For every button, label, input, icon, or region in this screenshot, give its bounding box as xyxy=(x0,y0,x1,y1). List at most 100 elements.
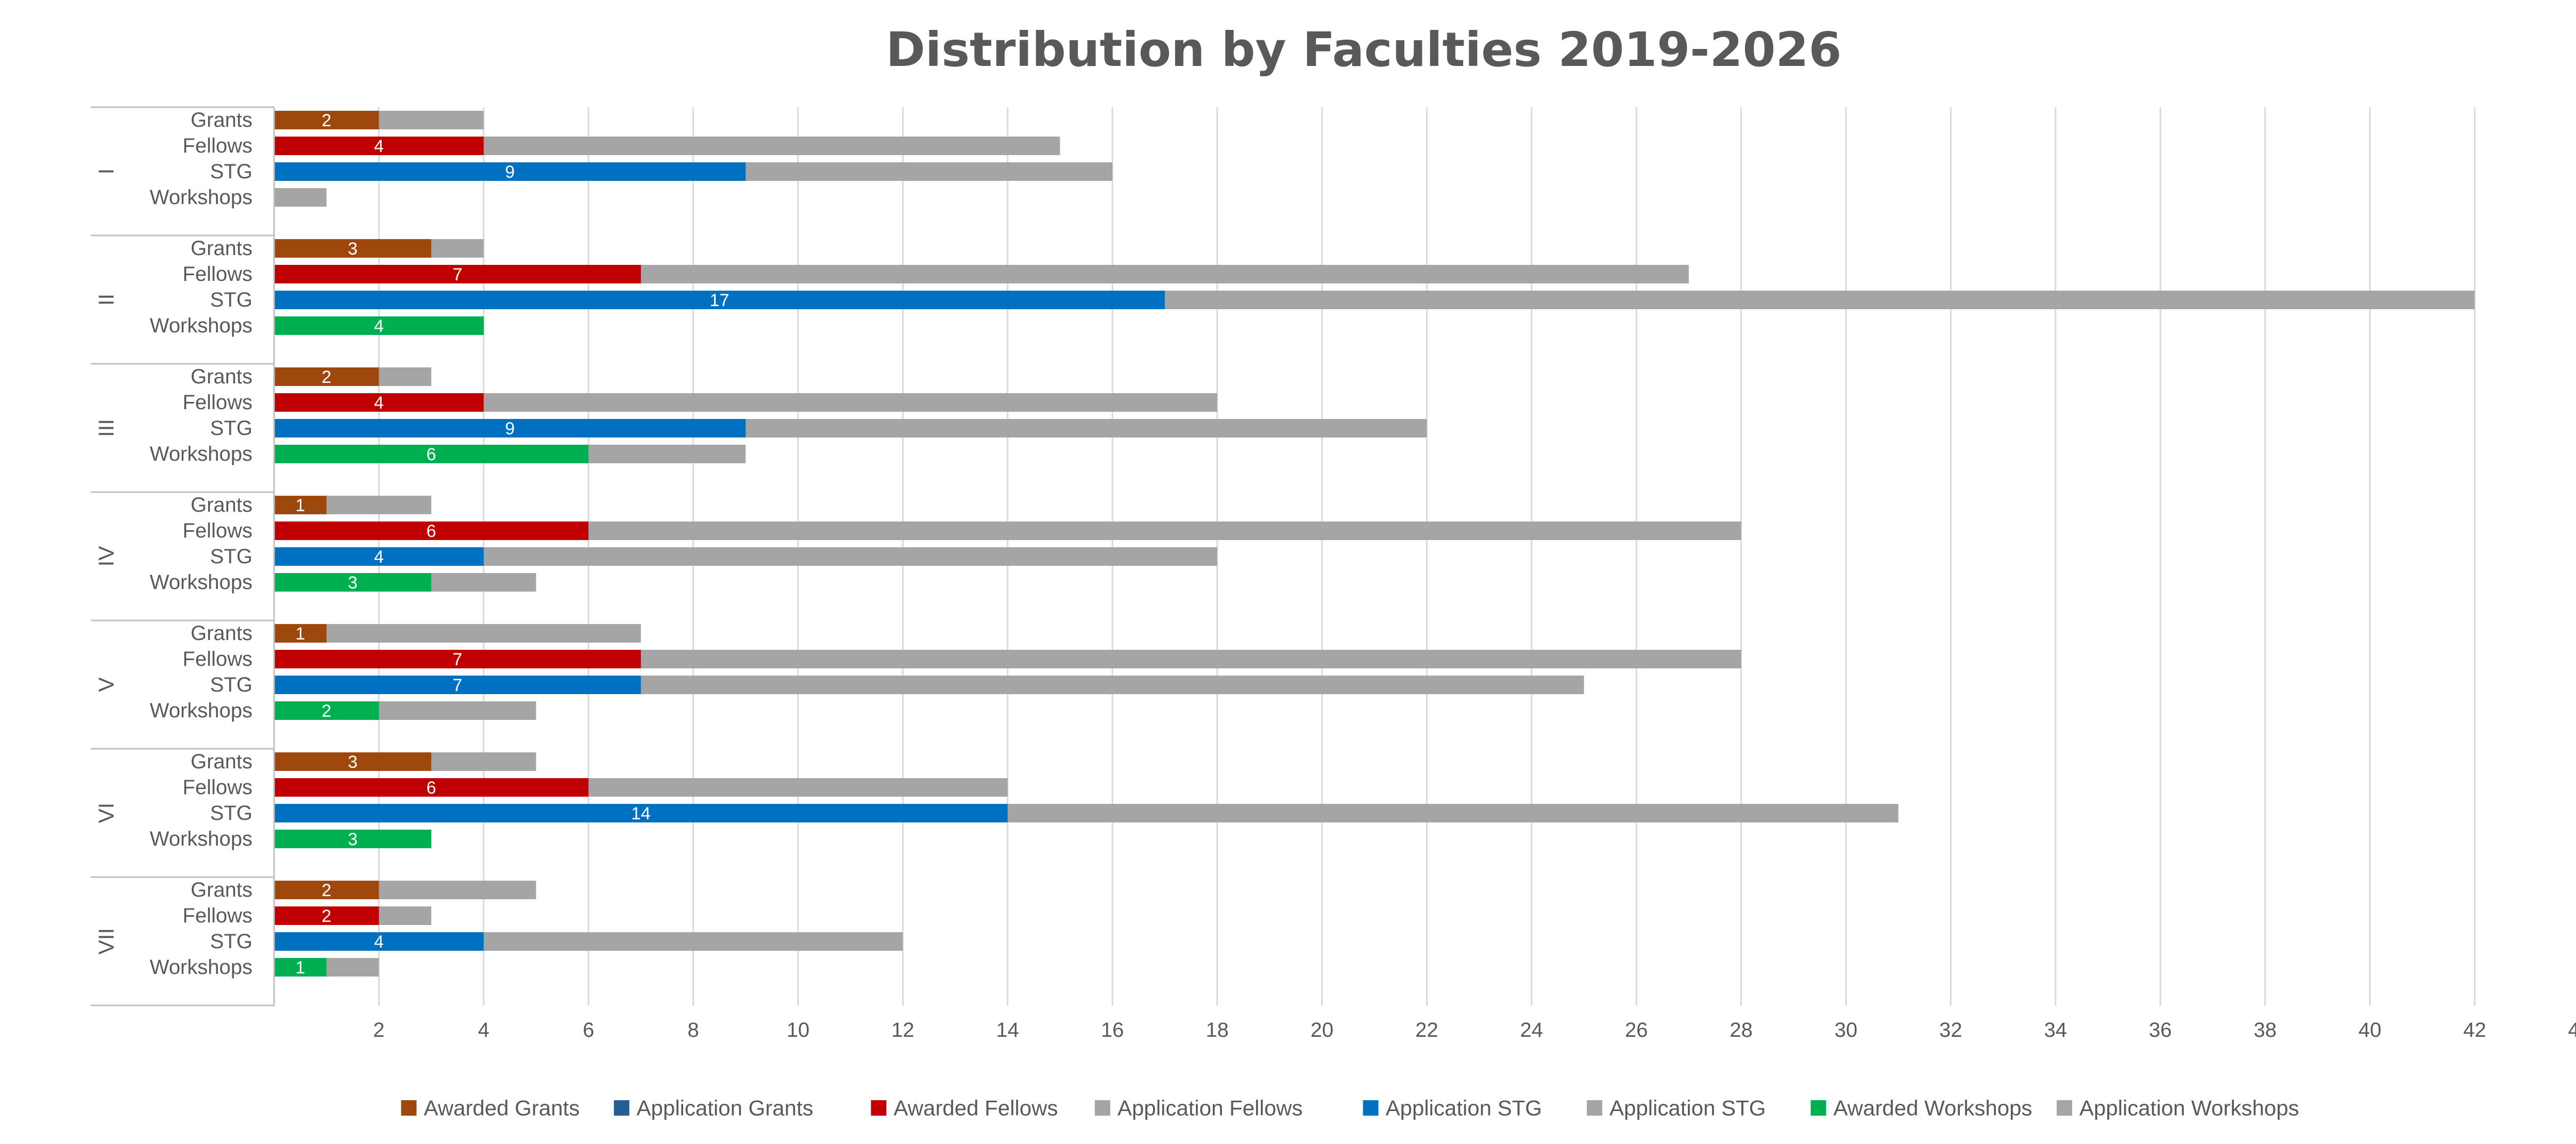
chart-title: Distribution by Faculties 2019-2026 xyxy=(886,22,1841,77)
subcategory-label-iv-fellows: Fellows xyxy=(182,519,252,542)
legend-item-application-stg-5: Application STG xyxy=(1587,1096,1766,1120)
group-label-vi: VI xyxy=(94,803,118,823)
bar-awarded-v-grants xyxy=(274,624,327,643)
data-label-vi-workshops: 3 xyxy=(348,830,358,849)
legend: Awarded Grants Application Grants Awarded … xyxy=(401,1096,2299,1120)
legend-item-application-grants-1: Application Grants xyxy=(614,1096,814,1120)
subcategory-label-vi-workshops: Workshops xyxy=(150,828,252,850)
x-tick-label-22: 22 xyxy=(1415,1019,1438,1041)
x-tick-label-4: 4 xyxy=(478,1019,489,1041)
bar-awarded-vi-grants xyxy=(274,752,432,771)
x-tick-label-6: 6 xyxy=(583,1019,594,1041)
bar-awarded-vi-fellows xyxy=(274,778,589,797)
subcategory-label-iv-grants: Grants xyxy=(191,494,252,516)
bar-awarded-vii-stg xyxy=(274,932,484,951)
legend-label: Awarded Fellows xyxy=(894,1096,1058,1120)
legend-label: Awarded Workshops xyxy=(1834,1096,2032,1120)
data-label-ii-workshops: 4 xyxy=(374,316,384,336)
legend-item-awarded-workshops-6: Awarded Workshops xyxy=(1810,1096,2032,1120)
subcategory-label-v-workshops: Workshops xyxy=(150,699,252,722)
bar-awarded-vii-workshops xyxy=(274,958,327,977)
x-tick-label-18: 18 xyxy=(1206,1019,1229,1041)
data-label-i-grants: 2 xyxy=(321,111,331,130)
data-label-vii-fellows: 2 xyxy=(321,906,331,926)
legend-swatch xyxy=(1810,1100,1826,1116)
subcategory-label-i-workshops: Workshops xyxy=(150,186,252,209)
bar-awarded-iv-grants xyxy=(274,496,327,514)
bar-awarded-iv-stg xyxy=(274,547,484,566)
x-tick-label-24: 24 xyxy=(1520,1019,1544,1041)
bar-awarded-ii-workshops xyxy=(274,316,484,335)
data-label-vi-fellows: 6 xyxy=(427,778,436,798)
data-label-iv-fellows: 6 xyxy=(427,521,436,541)
subcategory-label-iii-workshops: Workshops xyxy=(150,443,252,465)
subcategory-label-iii-grants: Grants xyxy=(191,365,252,388)
legend-swatch xyxy=(1587,1100,1602,1116)
data-label-v-grants: 1 xyxy=(295,624,305,644)
bar-awarded-v-workshops xyxy=(274,701,379,720)
subcategory-label-i-grants: Grants xyxy=(191,109,252,131)
x-tick-label-10: 10 xyxy=(787,1019,810,1041)
data-label-ii-grants: 3 xyxy=(348,239,358,259)
data-label-iii-workshops: 6 xyxy=(427,445,436,464)
category-labels: I Grants Fellows STG Workshops II Grants Fellow… xyxy=(91,106,275,1006)
data-label-vii-workshops: 1 xyxy=(295,958,305,978)
legend-swatch xyxy=(871,1100,887,1116)
subcategory-label-vii-stg: STG xyxy=(210,930,252,953)
legend-item-awarded-grants-0: Awarded Grants xyxy=(401,1096,580,1120)
x-tick-label-40: 40 xyxy=(2359,1019,2382,1041)
subcategory-label-vi-stg: STG xyxy=(210,802,252,825)
subcategory-label-vi-fellows: Fellows xyxy=(182,776,252,799)
subcategory-label-ii-stg: STG xyxy=(210,289,252,311)
bar-awarded-i-fellows xyxy=(274,137,484,155)
legend-label: Application Grants xyxy=(637,1096,814,1120)
data-label-ii-fellows: 7 xyxy=(452,265,462,284)
bar-application-i-workshops xyxy=(274,188,327,207)
legend-item-awarded-fellows-2: Awarded Fellows xyxy=(871,1096,1058,1120)
legend-label: Application STG xyxy=(1386,1096,1542,1120)
bar-awarded-iii-stg xyxy=(274,419,746,438)
bar-awarded-i-grants xyxy=(274,111,379,129)
x-tick-label-8: 8 xyxy=(687,1019,699,1041)
legend-label: Awarded Grants xyxy=(424,1096,580,1120)
data-label-iv-workshops: 3 xyxy=(348,573,358,593)
data-label-iii-stg: 9 xyxy=(505,419,515,439)
bar-awarded-ii-grants xyxy=(274,239,432,258)
x-tick-label-14: 14 xyxy=(996,1019,1020,1041)
subcategory-label-v-stg: STG xyxy=(210,674,252,696)
data-label-vi-grants: 3 xyxy=(348,752,358,772)
bar-awarded-iv-fellows xyxy=(274,521,589,540)
subcategory-label-iv-workshops: Workshops xyxy=(150,571,252,594)
bar-awarded-v-stg xyxy=(274,676,641,694)
subcategory-label-i-fellows: Fellows xyxy=(182,134,252,157)
legend-label: Application Workshops xyxy=(2079,1096,2299,1120)
subcategory-label-vi-grants: Grants xyxy=(191,750,252,773)
data-label-v-workshops: 2 xyxy=(321,701,331,721)
bar-awarded-iii-grants xyxy=(274,367,379,386)
group-label-iv: IV xyxy=(94,546,118,567)
legend-item-application-workshops-7: Application Workshops xyxy=(2057,1096,2299,1120)
subcategory-label-vii-workshops: Workshops xyxy=(150,956,252,979)
subcategory-label-v-grants: Grants xyxy=(191,622,252,645)
subcategory-label-ii-workshops: Workshops xyxy=(150,314,252,337)
bar-awarded-iv-workshops xyxy=(274,573,432,592)
x-tick-label-42: 42 xyxy=(2463,1019,2486,1041)
x-tick-label-20: 20 xyxy=(1311,1019,1334,1041)
x-tick-label-38: 38 xyxy=(2253,1019,2277,1041)
bar-awarded-i-stg xyxy=(274,162,746,181)
bar-awarded-ii-fellows xyxy=(274,265,641,283)
data-label-iii-fellows: 4 xyxy=(374,393,384,413)
data-label-vi-stg: 14 xyxy=(631,804,651,823)
bar-awarded-vi-workshops xyxy=(274,830,432,848)
legend-item-application-fellows-3: Application Fellows xyxy=(1095,1096,1303,1120)
legend-item-application-stg-4: Application STG xyxy=(1363,1096,1542,1120)
subcategory-label-iii-stg: STG xyxy=(210,417,252,440)
subcategory-label-ii-grants: Grants xyxy=(191,237,252,260)
bar-awarded-vi-stg xyxy=(274,804,1008,822)
bar-awarded-iii-fellows xyxy=(274,393,484,412)
group-label-i: I xyxy=(94,169,118,175)
data-label-vii-stg: 4 xyxy=(374,932,384,952)
subcategory-label-vii-fellows: Fellows xyxy=(182,904,252,927)
